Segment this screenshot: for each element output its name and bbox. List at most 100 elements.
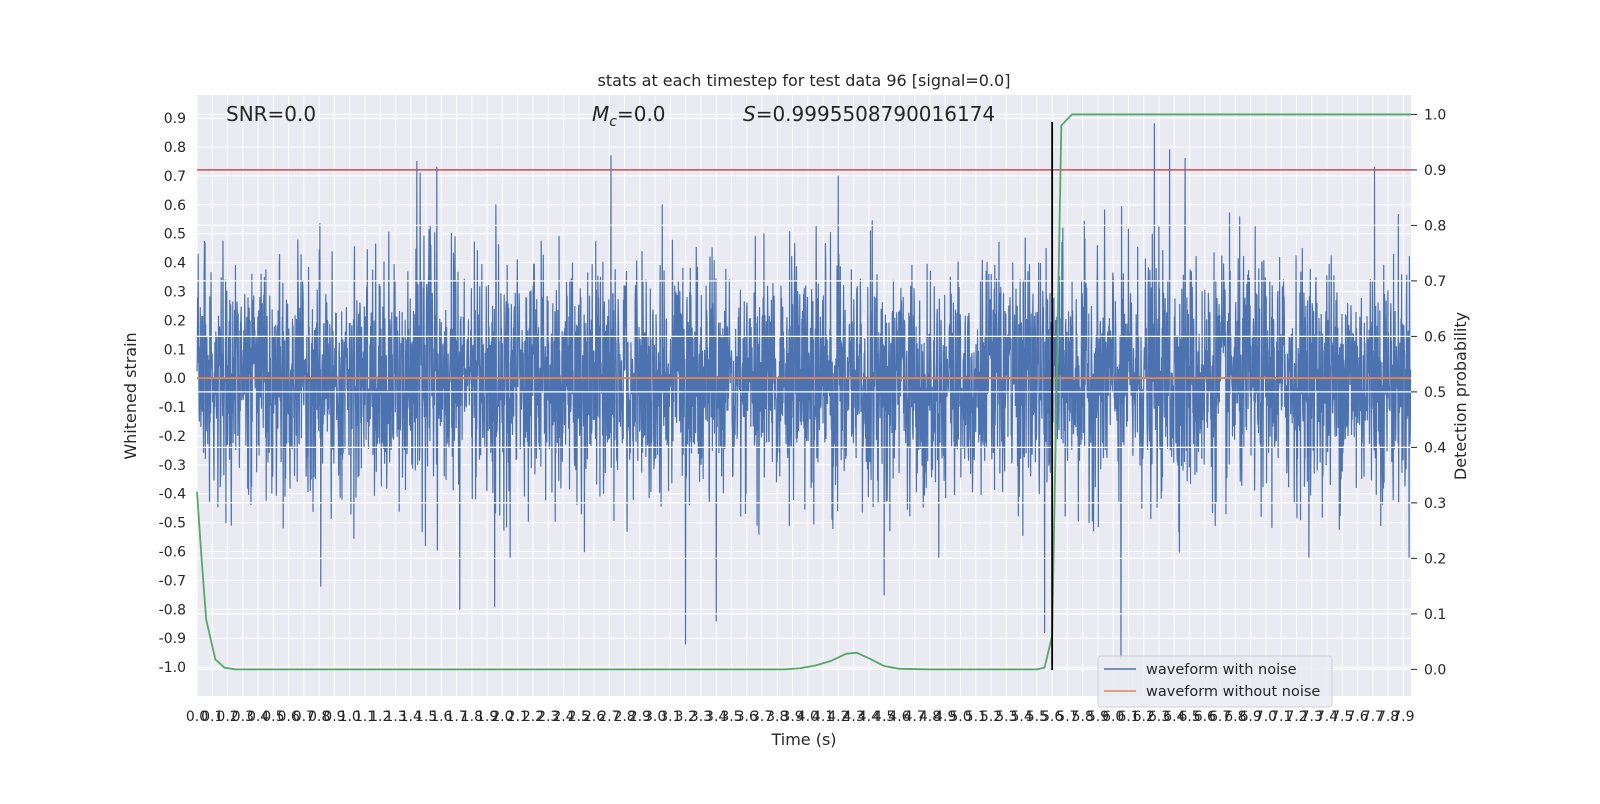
x-tick-label: 0.4 — [247, 709, 269, 725]
x-tick-label: 0.5 — [262, 709, 284, 725]
y-tick-label: -0.1 — [159, 400, 186, 416]
x-tick-label: 5.1 — [965, 709, 987, 725]
x-tick-label: 7.4 — [1316, 709, 1338, 725]
x-tick-label: 7.2 — [1285, 709, 1307, 725]
y-tick-label: -0.9 — [159, 631, 186, 647]
x-tick-label: 4.9 — [934, 709, 956, 725]
x-tick-label: 5.7 — [1056, 709, 1078, 725]
x-tick-label: 5.5 — [1026, 709, 1048, 725]
detection-probability-line — [196, 113, 1411, 671]
x-tick-label: 5.2 — [980, 709, 1002, 725]
x-tick-label: 4.0 — [797, 709, 819, 725]
x-tick-label: 7.6 — [1346, 709, 1368, 725]
x-tick-label: 4.6 — [888, 709, 910, 725]
y-tick-label: -0.5 — [159, 516, 186, 532]
y2-gridlines — [197, 113, 1411, 670]
x-tick-label: 5.6 — [1041, 709, 1063, 725]
x-tick-label: 1.6 — [430, 709, 452, 725]
x-tick-label: 0.9 — [323, 709, 345, 725]
x-tick-label: 1.5 — [415, 709, 437, 725]
y-tick-label: 0.1 — [164, 342, 186, 358]
x-tick-label: 1.8 — [461, 709, 483, 725]
x-tick-label: 2.9 — [629, 709, 651, 725]
y2-tick-labels: 1.0 0.9 0.8 0.7 0.6 0.5 0.4 0.3 0.2 0.1 0.0 — [1411, 107, 1446, 678]
x-tick-label: 6.0 — [1102, 709, 1124, 725]
y2-tick-label: 0.9 — [1424, 163, 1446, 179]
y-tick-label: 0.9 — [164, 111, 186, 127]
y2-tick-label: 0.6 — [1424, 329, 1446, 345]
x-tick-label: 3.3 — [690, 709, 712, 725]
legend-box — [1097, 655, 1333, 708]
x-tick-label: 5.3 — [995, 709, 1017, 725]
x-tick-label: 0.3 — [232, 709, 254, 725]
x-tick-label: 3.5 — [720, 709, 742, 725]
x-tick-label: 7.9 — [1392, 709, 1414, 725]
x-tick-label: 3.9 — [781, 709, 803, 725]
y-tick-label: 0.7 — [164, 169, 186, 185]
chirp-mass-symbol: M — [592, 102, 609, 126]
x-tick-label: 4.5 — [873, 709, 895, 725]
y2-tick-label: 0.2 — [1424, 551, 1446, 567]
legend-label-noise: waveform with noise — [1146, 662, 1297, 678]
x-tick-label: 6.1 — [1117, 709, 1139, 725]
x-tick-label: 2.1 — [507, 709, 529, 725]
x-tick-label: 0.7 — [293, 709, 315, 725]
y-tick-label: -0.3 — [159, 458, 186, 474]
y2-tick-label: 0.8 — [1424, 218, 1446, 234]
x-tick-label: 2.8 — [613, 709, 635, 725]
y2-tick-label: 0.4 — [1424, 440, 1446, 456]
x-tick-label: 7.5 — [1331, 709, 1353, 725]
x-tick-label: 2.6 — [583, 709, 605, 725]
y-tick-label: 0.3 — [164, 284, 186, 300]
x-tick-label: 3.1 — [659, 709, 681, 725]
x-tick-labels: 0.00.10.20.30.40.50.60.70.80.91.01.11.21… — [186, 709, 1415, 725]
y2-tick-label: 0.1 — [1424, 607, 1446, 623]
x-tick-label: 7.7 — [1362, 709, 1384, 725]
x-tick-label: 6.8 — [1224, 709, 1246, 725]
x-tick-label: 4.8 — [919, 709, 941, 725]
y-axis-label: Whitened strain — [121, 332, 140, 459]
legend: waveform with noise waveform without noi… — [1097, 655, 1333, 708]
x-tick-label: 6.3 — [1148, 709, 1170, 725]
x-tick-label: 3.2 — [675, 709, 697, 725]
y2-axis-label: Detection probability — [1451, 312, 1470, 480]
x-tick-label: 5.8 — [1072, 709, 1094, 725]
x-tick-label: 5.9 — [1087, 709, 1109, 725]
x-tick-label: 6.6 — [1194, 709, 1216, 725]
x-tick-label: 0.1 — [201, 709, 223, 725]
x-tick-label: 4.7 — [904, 709, 926, 725]
x-axis-label: Time (s) — [770, 730, 836, 749]
x-tick-label: 2.0 — [491, 709, 513, 725]
score-symbol: S — [743, 102, 756, 126]
legend-label-clean: waveform without noise — [1146, 684, 1320, 700]
y2-tick-label: 0.7 — [1424, 274, 1446, 290]
x-tick-label: 0.0 — [186, 709, 208, 725]
x-tick-label: 1.1 — [354, 709, 376, 725]
x-tick-label: 1.0 — [339, 709, 361, 725]
waveform-with-noise-line — [196, 123, 1412, 660]
x-tick-label: 2.5 — [568, 709, 590, 725]
series-detection-probability — [196, 113, 1411, 671]
x-tick-label: 2.3 — [537, 709, 559, 725]
x-tick-label: 1.3 — [384, 709, 406, 725]
y2-tick-label: 1.0 — [1424, 107, 1446, 123]
score-value: =0.9995508790016174 — [756, 102, 995, 126]
y-tick-label: 0.6 — [164, 198, 186, 214]
y-tick-label: -0.6 — [159, 545, 186, 561]
x-tick-label: 1.4 — [400, 709, 422, 725]
x-tick-label: 7.0 — [1255, 709, 1277, 725]
score-annotation: S=0.9995508790016174 — [743, 102, 995, 126]
x-tick-label: 6.4 — [1163, 709, 1185, 725]
x-tick-label: 7.8 — [1377, 709, 1399, 725]
y-tick-label: 0.0 — [164, 371, 186, 387]
chirp-mass-value: =0.0 — [617, 102, 666, 126]
x-tick-label: 1.9 — [476, 709, 498, 725]
x-tick-label: 5.0 — [949, 709, 971, 725]
y2-tick-label: 0.3 — [1424, 496, 1446, 512]
x-tick-label: 4.4 — [858, 709, 880, 725]
x-tick-label: 6.9 — [1240, 709, 1262, 725]
x-tick-label: 2.4 — [552, 709, 574, 725]
x-tick-label: 3.6 — [736, 709, 758, 725]
x-tick-label: 3.4 — [705, 709, 727, 725]
